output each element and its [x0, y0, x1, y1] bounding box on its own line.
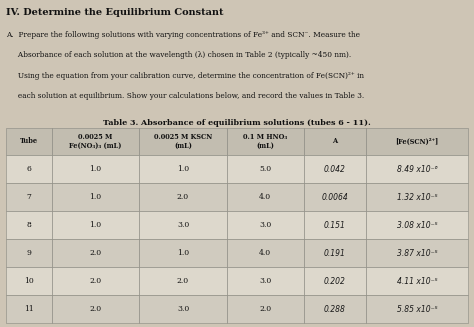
Text: 9: 9	[27, 249, 31, 257]
Text: 1.0: 1.0	[90, 221, 102, 229]
Bar	[304, 211, 365, 239]
Text: 0.288: 0.288	[324, 305, 346, 314]
Text: 0.191: 0.191	[324, 249, 346, 258]
Text: each solution at equilibrium. Show your calculations below, and record the value: each solution at equilibrium. Show your …	[6, 92, 364, 100]
Text: 2.0: 2.0	[90, 277, 102, 285]
Text: 3.0: 3.0	[177, 221, 189, 229]
Text: 2.0: 2.0	[177, 277, 189, 285]
Bar	[365, 211, 468, 239]
Bar	[52, 183, 139, 211]
Bar	[227, 155, 304, 183]
Text: Tube: Tube	[20, 137, 38, 146]
Bar	[227, 128, 304, 155]
Bar	[52, 295, 139, 323]
Text: 2.0: 2.0	[90, 305, 102, 313]
Text: Absorbance of each solution at the wavelength (λ) chosen in Table 2 (typically ~: Absorbance of each solution at the wavel…	[6, 51, 351, 59]
Bar	[139, 128, 227, 155]
Bar	[52, 155, 139, 183]
Text: 0.0064: 0.0064	[321, 193, 348, 202]
Text: [Fe(SCN)²⁺]: [Fe(SCN)²⁺]	[395, 137, 438, 146]
Bar	[365, 183, 468, 211]
Bar	[6, 239, 52, 267]
Bar	[227, 239, 304, 267]
Bar	[227, 183, 304, 211]
Text: 5.85 x10⁻⁵: 5.85 x10⁻⁵	[397, 305, 437, 314]
Text: 1.0: 1.0	[177, 249, 189, 257]
Text: Table 3. Absorbance of equilibrium solutions (tubes 6 - 11).: Table 3. Absorbance of equilibrium solut…	[103, 119, 371, 127]
Bar	[365, 267, 468, 295]
Text: 8: 8	[27, 221, 31, 229]
Bar	[139, 295, 227, 323]
Bar	[304, 183, 365, 211]
Bar	[365, 295, 468, 323]
Text: Using the equation from your calibration curve, determine the concentration of F: Using the equation from your calibration…	[6, 72, 364, 79]
Text: 2.0: 2.0	[177, 193, 189, 201]
Text: 2.0: 2.0	[259, 305, 271, 313]
Text: 1.0: 1.0	[90, 165, 102, 173]
Text: 7: 7	[27, 193, 31, 201]
Bar	[52, 211, 139, 239]
Text: 3.87 x10⁻⁵: 3.87 x10⁻⁵	[397, 249, 437, 258]
Text: 5.0: 5.0	[259, 165, 271, 173]
Text: 3.08 x10⁻⁵: 3.08 x10⁻⁵	[397, 221, 437, 230]
Bar	[6, 183, 52, 211]
Bar	[227, 267, 304, 295]
Bar	[139, 183, 227, 211]
Bar	[6, 155, 52, 183]
Bar	[227, 211, 304, 239]
Text: 0.202: 0.202	[324, 277, 346, 286]
Bar	[365, 239, 468, 267]
Text: 11: 11	[24, 305, 34, 313]
Text: 1.0: 1.0	[90, 193, 102, 201]
Bar	[139, 155, 227, 183]
Text: 0.1 M HNO₃
(mL): 0.1 M HNO₃ (mL)	[243, 133, 287, 150]
Bar	[304, 128, 365, 155]
Bar	[304, 267, 365, 295]
Text: 6: 6	[27, 165, 31, 173]
Text: 0.0025 M
Fe(NO₃)₃ (mL): 0.0025 M Fe(NO₃)₃ (mL)	[70, 133, 122, 150]
Text: 8.49 x10⁻⁶: 8.49 x10⁻⁶	[397, 165, 437, 174]
Bar	[139, 211, 227, 239]
Text: 0.042: 0.042	[324, 165, 346, 174]
Text: 1.32 x10⁻⁵: 1.32 x10⁻⁵	[397, 193, 437, 202]
Text: IV. Determine the Equilibrium Constant: IV. Determine the Equilibrium Constant	[6, 8, 223, 17]
Bar	[227, 295, 304, 323]
Text: 4.11 x10⁻⁵: 4.11 x10⁻⁵	[397, 277, 437, 286]
Text: 0.0025 M KSCN
(mL): 0.0025 M KSCN (mL)	[154, 133, 212, 150]
Text: A: A	[332, 137, 337, 146]
Bar	[365, 128, 468, 155]
Text: 3.0: 3.0	[259, 221, 272, 229]
Bar	[139, 267, 227, 295]
Bar	[52, 267, 139, 295]
Text: 3.0: 3.0	[177, 305, 189, 313]
Bar	[304, 295, 365, 323]
Bar	[365, 155, 468, 183]
Bar	[6, 128, 52, 155]
Text: 4.0: 4.0	[259, 193, 271, 201]
Text: 3.0: 3.0	[259, 277, 272, 285]
Bar	[304, 155, 365, 183]
Text: 2.0: 2.0	[90, 249, 102, 257]
Text: 4.0: 4.0	[259, 249, 271, 257]
Bar	[6, 211, 52, 239]
Text: 10: 10	[24, 277, 34, 285]
Text: 1.0: 1.0	[177, 165, 189, 173]
Bar	[6, 267, 52, 295]
Bar	[139, 239, 227, 267]
Bar	[6, 295, 52, 323]
Text: 0.151: 0.151	[324, 221, 346, 230]
Bar	[52, 128, 139, 155]
Bar	[304, 239, 365, 267]
Bar	[52, 239, 139, 267]
Text: A.  Prepare the following solutions with varying concentrations of Fe³⁺ and SCN⁻: A. Prepare the following solutions with …	[6, 31, 360, 39]
